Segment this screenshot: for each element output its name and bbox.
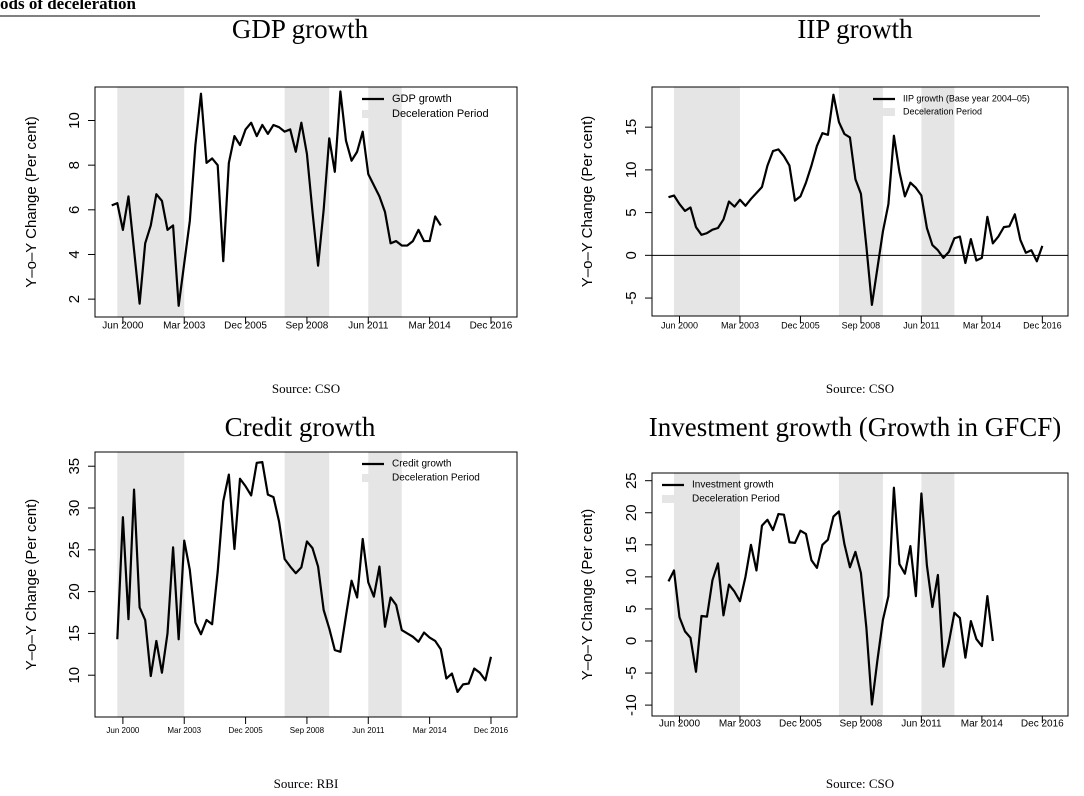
y-tick-label: 6 [66, 206, 83, 214]
legend-label: IIP growth (Base year 2004–05) [903, 93, 1030, 103]
x-tick-label: Dec 2016 [474, 726, 509, 735]
x-tick-label: Dec 2016 [1023, 320, 1062, 330]
source-note: Source: CSO [826, 776, 894, 791]
series-line [111, 90, 442, 307]
x-tick-label: Mar 2003 [163, 321, 206, 332]
plot-frame [651, 86, 1069, 317]
legend-label: GDP growth [392, 93, 452, 105]
deceleration-band [921, 87, 955, 316]
series-line [667, 486, 994, 706]
y-tick-label: 15 [623, 536, 640, 553]
legend-label: Deceleration Period [692, 494, 780, 505]
y-tick-label: 0 [623, 251, 640, 259]
x-tick-label: Sep 2008 [290, 726, 325, 735]
y-tick-label: 35 [66, 458, 83, 475]
x-tick-label: Dec 2005 [781, 320, 820, 330]
y-tick-label: 30 [66, 500, 83, 517]
x-tick-label: Jun 2000 [659, 719, 701, 730]
page-header: ods of deceleration [0, 0, 137, 13]
x-tick-label: Mar 2014 [963, 320, 1001, 330]
series-line [116, 460, 493, 694]
legend-label: Deceleration Period [392, 108, 489, 120]
y-tick-label: -10 [623, 694, 640, 716]
series-line [668, 93, 1044, 306]
y-tick-label: 15 [66, 625, 83, 642]
legend-label: Credit growth [392, 459, 451, 470]
plot-frame [94, 86, 518, 318]
source-note: Source: CSO [826, 381, 894, 396]
deceleration-band [838, 473, 883, 716]
plot-frame [94, 451, 518, 718]
y-tick-label: 25 [66, 541, 83, 558]
y-tick-label: 5 [623, 208, 640, 216]
x-tick-label: Sep 2008 [842, 320, 881, 330]
x-tick-label: Jun 2011 [903, 320, 939, 330]
x-tick-label: Dec 2005 [779, 719, 822, 730]
x-tick-label: Mar 2014 [413, 726, 447, 735]
x-tick-label: Dec 2016 [1021, 719, 1064, 730]
deceleration-band [673, 473, 740, 716]
x-tick-label: Mar 2014 [961, 719, 1004, 730]
x-tick-label: Jun 2011 [901, 719, 942, 730]
deceleration-band [284, 87, 330, 317]
x-tick-label: Jun 2011 [348, 321, 389, 332]
y-tick-label: 10 [66, 112, 83, 129]
x-tick-label: Mar 2003 [721, 320, 759, 330]
y-tick-label: -5 [623, 291, 640, 304]
y-tick-label: 20 [623, 504, 640, 521]
x-tick-label: Jun 2000 [661, 320, 698, 330]
legend-label: Investment growth [692, 480, 774, 491]
y-tick-label: 2 [66, 295, 83, 303]
x-tick-label: Dec 2005 [224, 321, 267, 332]
y-axis-label: Y–o–Y Change (Per cent) [579, 509, 596, 681]
x-tick-label: Sep 2008 [286, 321, 329, 332]
x-tick-label: Mar 2003 [167, 726, 201, 735]
legend-label: Deceleration Period [392, 473, 480, 484]
y-tick-label: 10 [623, 162, 640, 179]
source-note: Source: RBI [274, 776, 339, 791]
y-tick-label: 25 [623, 472, 640, 489]
y-tick-label: 0 [623, 637, 640, 645]
chart-title: Investment growth (Growth in GFCF) [649, 412, 1061, 442]
x-tick-label: Jun 2011 [352, 726, 385, 735]
legend-label: Deceleration Period [903, 106, 982, 116]
y-tick-label: -5 [623, 666, 640, 679]
x-tick-label: Mar 2003 [719, 719, 762, 730]
chart-title: IIP growth [797, 14, 913, 44]
x-tick-label: Mar 2014 [409, 321, 452, 332]
x-tick-label: Dec 2016 [470, 321, 513, 332]
deceleration-band [368, 452, 402, 717]
y-tick-label: 10 [66, 667, 83, 684]
y-tick-label: 5 [623, 605, 640, 613]
deceleration-band [368, 87, 402, 317]
y-axis-label: Y–o–Y Change (Per cent) [23, 116, 40, 288]
deceleration-band [921, 473, 955, 716]
chart-title: GDP growth [232, 14, 369, 44]
y-tick-label: 15 [623, 119, 640, 136]
y-tick-label: 20 [66, 583, 83, 600]
x-tick-label: Jun 2000 [102, 321, 144, 332]
deceleration-band [284, 452, 330, 717]
plot-frame [651, 472, 1069, 717]
x-tick-label: Dec 2005 [228, 726, 263, 735]
y-tick-label: 4 [66, 250, 83, 258]
x-tick-label: Jun 2000 [106, 726, 139, 735]
y-axis-label: Y–o–Y Change (Per cent) [579, 116, 596, 288]
y-tick-label: 8 [66, 161, 83, 169]
x-tick-label: Sep 2008 [840, 719, 883, 730]
source-note: Source: CSO [272, 381, 340, 396]
y-tick-label: 10 [623, 569, 640, 586]
y-axis-label: Y–o–Y Change (Per cent) [23, 499, 40, 671]
chart-title: Credit growth [225, 412, 376, 442]
